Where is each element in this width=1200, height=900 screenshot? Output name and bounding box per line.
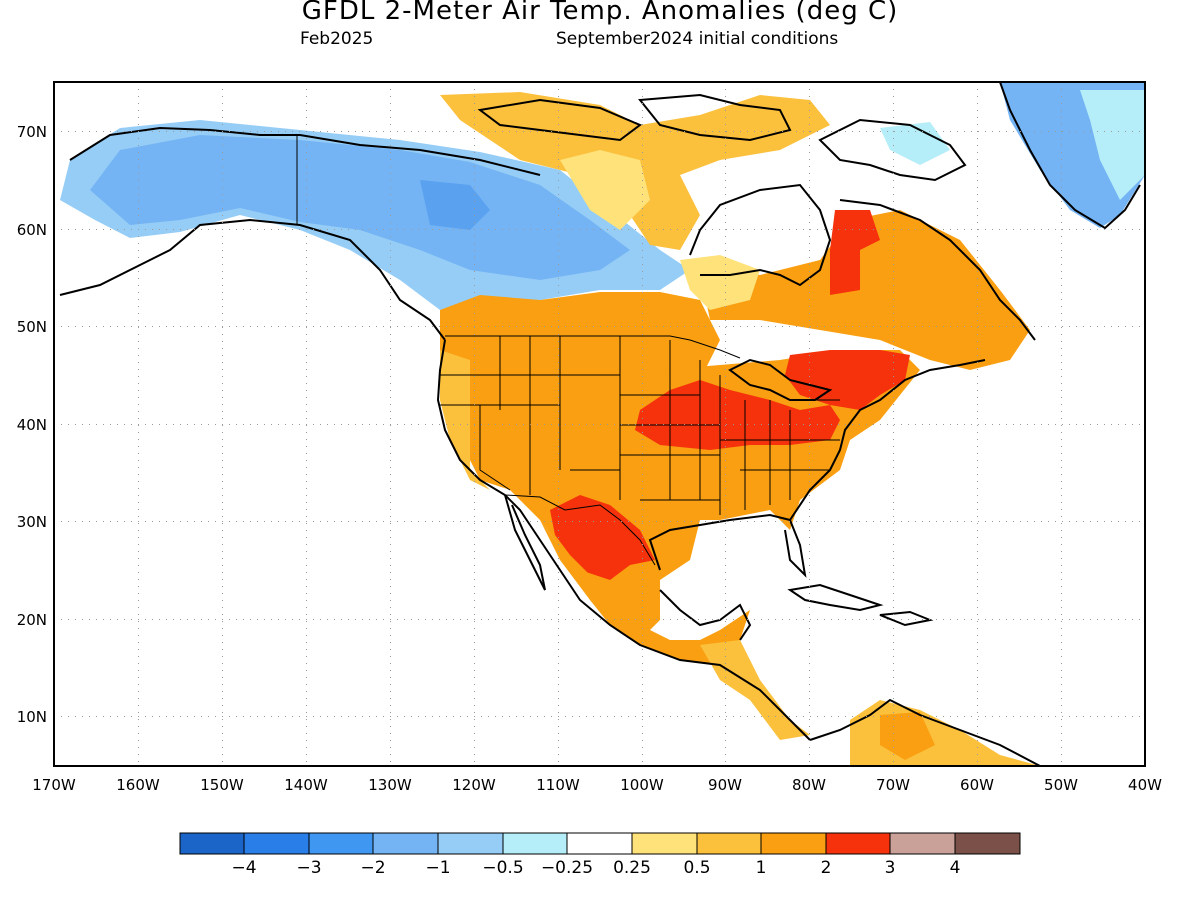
- map-title: GFDL 2-Meter Air Temp. Anomalies (deg C): [301, 0, 899, 26]
- lon-tick-label: 150W: [200, 776, 244, 794]
- colorbar-label: −0.25: [541, 858, 593, 878]
- lon-tick-label: 100W: [620, 776, 664, 794]
- colorbar-label: −0.5: [482, 858, 523, 878]
- lon-tick-label: 90W: [708, 776, 742, 794]
- anomaly-region-texas-mexico: [550, 495, 655, 580]
- anomaly-region-greenland-east: [1080, 90, 1145, 200]
- colorbar-swatch-0: [179, 832, 245, 855]
- anomaly-region-central-canada-north: [420, 180, 490, 230]
- coastline-south-america: [809, 698, 1041, 766]
- border-states-west: [440, 336, 621, 500]
- border-us-canada: [445, 335, 741, 359]
- lon-tick-label: 170W: [32, 776, 76, 794]
- anomaly-region-hudson-yellow: [680, 255, 760, 310]
- lat-tick-label: 40N: [17, 416, 47, 434]
- lon-axis: 170W 160W 150W 140W 130W 120W 110W 100W …: [32, 776, 1162, 794]
- coastline-hudson-bay: [689, 183, 832, 287]
- coastline-arctic-islands-2: [638, 93, 792, 142]
- border-us-mexico: [504, 494, 656, 566]
- anomaly-region-arctic-yellow: [560, 150, 650, 230]
- lon-tick-label: 60W: [960, 776, 994, 794]
- anomaly-region-pacific-coast: [440, 350, 490, 490]
- lat-tick-label: 70N: [17, 123, 47, 141]
- lat-tick-label: 20N: [17, 611, 47, 629]
- colorbar-swatch-2: [308, 832, 374, 855]
- colorbar-label: 0.25: [613, 858, 651, 878]
- colorbar-label: −4: [231, 858, 256, 878]
- valid-month-label: Feb2025: [300, 29, 374, 49]
- lon-tick-label: 50W: [1044, 776, 1078, 794]
- colorbar-label: 0.5: [683, 858, 710, 878]
- coastline-gulf: [648, 513, 807, 578]
- coastline-greenland: [999, 82, 1141, 230]
- lon-tick-label: 110W: [536, 776, 580, 794]
- colorbar-label: 4: [950, 858, 961, 878]
- lon-tick-label: 130W: [368, 776, 412, 794]
- coastlines: [59, 82, 1141, 766]
- anomaly-region-labrador-red: [830, 210, 880, 295]
- colorbar-swatch-3: [372, 832, 439, 855]
- colorbar-label: −2: [360, 858, 385, 878]
- colorbar-swatch-1: [243, 832, 310, 855]
- coastline-arctic-islands: [477, 98, 642, 142]
- lon-tick-label: 120W: [452, 776, 496, 794]
- anomaly-region-ohio-valley: [635, 380, 840, 450]
- colorbar-swatch-11: [889, 832, 956, 855]
- anomaly-region-baffin-light: [880, 122, 950, 165]
- coastline-east-us: [789, 359, 986, 521]
- colorbar-swatch-8: [696, 832, 762, 855]
- colorbar-swatch-5: [502, 832, 568, 855]
- colorbar-swatch-9: [760, 832, 827, 855]
- border-states-east: [719, 375, 840, 515]
- colorbar-label: 3: [885, 858, 896, 878]
- coastline-labrador: [839, 199, 1036, 341]
- coastline-west-us: [436, 339, 811, 741]
- anomaly-region-alaska-core: [90, 135, 630, 280]
- colorbar-label: 1: [756, 858, 767, 878]
- coastline-baffin: [818, 118, 967, 182]
- lat-tick-label: 50N: [17, 318, 47, 336]
- colorbar-label: 2: [821, 858, 832, 878]
- anomaly-region-northeast: [785, 350, 910, 410]
- lon-tick-label: 70W: [876, 776, 910, 794]
- coastline-alaska-north: [69, 126, 541, 176]
- colorbar-label: −1: [425, 858, 450, 878]
- lon-tick-label: 160W: [116, 776, 160, 794]
- lat-tick-label: 60N: [17, 221, 47, 239]
- colorbar-swatch-7: [631, 832, 698, 855]
- lat-axis: 10N 20N 30N 40N 50N 60N 70N: [17, 123, 47, 726]
- lon-tick-label: 80W: [792, 776, 826, 794]
- anomaly-region-quebec: [700, 210, 1030, 370]
- colorbar-swatch-6: [566, 832, 633, 855]
- colorbar-swatch-12: [954, 832, 1021, 855]
- colorbar-label: −3: [296, 858, 321, 878]
- lon-tick-label: 140W: [284, 776, 328, 794]
- anomaly-region-mexico: [540, 520, 750, 665]
- lat-tick-label: 10N: [17, 708, 47, 726]
- coastline-alaska: [59, 218, 446, 341]
- colorbar: −4 −3 −2 −1 −0.5 −0.25 0.25 0.5 1 2 3 4: [179, 832, 1021, 878]
- coastline-baja: [504, 494, 546, 591]
- lon-tick-label: 40W: [1128, 776, 1162, 794]
- colorbar-swatch-4: [437, 832, 504, 855]
- init-conditions-label: September2024 initial conditions: [556, 29, 839, 49]
- anomaly-region-central-america: [700, 640, 810, 740]
- map-frame: [53, 81, 1146, 767]
- lat-tick-label: 30N: [17, 513, 47, 531]
- colorbar-swatch-10: [825, 832, 891, 855]
- coastline-great-lakes: [728, 358, 833, 401]
